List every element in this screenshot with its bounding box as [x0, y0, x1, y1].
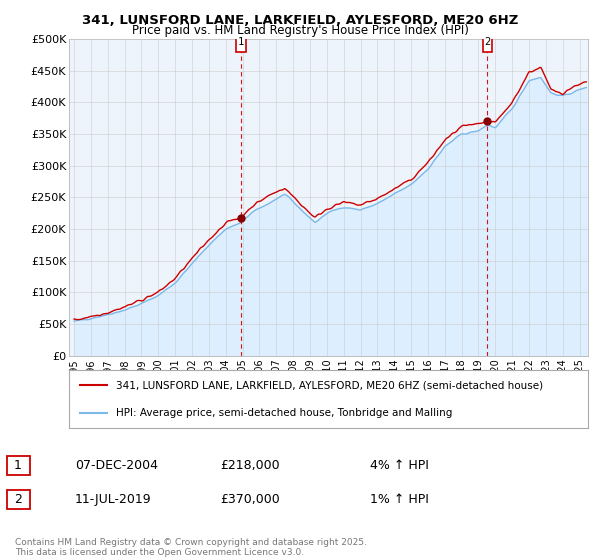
Text: 341, LUNSFORD LANE, LARKFIELD, AYLESFORD, ME20 6HZ: 341, LUNSFORD LANE, LARKFIELD, AYLESFORD…: [82, 14, 518, 27]
Text: £218,000: £218,000: [220, 459, 280, 472]
Text: Contains HM Land Registry data © Crown copyright and database right 2025.
This d: Contains HM Land Registry data © Crown c…: [15, 538, 367, 557]
FancyBboxPatch shape: [482, 33, 492, 52]
FancyBboxPatch shape: [7, 490, 29, 509]
Text: HPI: Average price, semi-detached house, Tonbridge and Malling: HPI: Average price, semi-detached house,…: [116, 408, 452, 418]
Text: Price paid vs. HM Land Registry's House Price Index (HPI): Price paid vs. HM Land Registry's House …: [131, 24, 469, 37]
Text: 2: 2: [484, 38, 491, 48]
Text: 1: 1: [238, 38, 244, 48]
Text: 07-DEC-2004: 07-DEC-2004: [75, 459, 158, 472]
FancyBboxPatch shape: [7, 456, 29, 475]
Text: 341, LUNSFORD LANE, LARKFIELD, AYLESFORD, ME20 6HZ (semi-detached house): 341, LUNSFORD LANE, LARKFIELD, AYLESFORD…: [116, 380, 543, 390]
Text: 11-JUL-2019: 11-JUL-2019: [75, 493, 152, 506]
Text: 1% ↑ HPI: 1% ↑ HPI: [370, 493, 429, 506]
Text: 1: 1: [14, 459, 22, 472]
FancyBboxPatch shape: [236, 33, 246, 52]
Text: 4% ↑ HPI: 4% ↑ HPI: [370, 459, 429, 472]
Text: £370,000: £370,000: [220, 493, 280, 506]
Text: 2: 2: [14, 493, 22, 506]
